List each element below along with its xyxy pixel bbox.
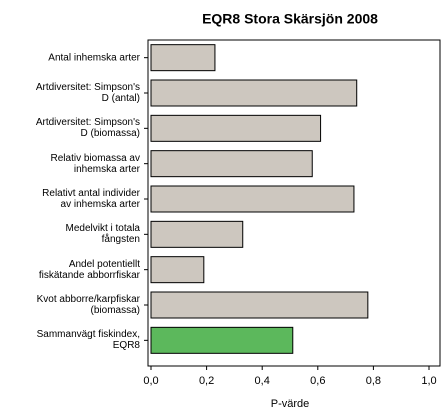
bar [150, 150, 313, 178]
y-tick-label: Relativ biomassa av inhemska arter [50, 152, 140, 175]
x-axis-label: P-värde [271, 398, 310, 410]
y-tick-label: Sammanvägt fiskindex, EQR8 [36, 329, 140, 352]
chart-title: EQR8 Stora Skärsjön 2008 [202, 11, 378, 27]
bar [150, 114, 322, 142]
y-tick-label: Medelvikt i totala fångsten [65, 223, 140, 246]
x-tick-label: 0,6 [310, 375, 325, 387]
y-tick-label: Artdiversitet: Simpson's D (antal) [35, 82, 140, 104]
y-tick-label: Artdiversitet: Simpson's D (biomassa) [35, 117, 140, 140]
x-tick-label: 1,0 [421, 375, 436, 387]
y-tick-label: Relativt antal individer av inhemska art… [42, 188, 140, 210]
bar [150, 44, 216, 72]
bar [150, 326, 294, 354]
x-tick-label: 0,2 [199, 375, 214, 387]
y-tick-label: Kvot abborre/karpfiskar (biomassa) [36, 294, 140, 316]
x-tick-label: 0,8 [366, 375, 381, 387]
bar [150, 220, 244, 248]
plot-frame [147, 39, 441, 367]
bar [150, 256, 205, 284]
y-tick-label: Antal inhemska arter [48, 52, 140, 64]
bar [150, 185, 355, 213]
y-tick-label: Andel potentiellt fiskätande abborrfiska… [38, 258, 140, 281]
bar [150, 291, 369, 319]
x-tick-label: 0,0 [143, 375, 158, 387]
bar [150, 79, 358, 107]
x-tick-label: 0,4 [255, 375, 270, 387]
